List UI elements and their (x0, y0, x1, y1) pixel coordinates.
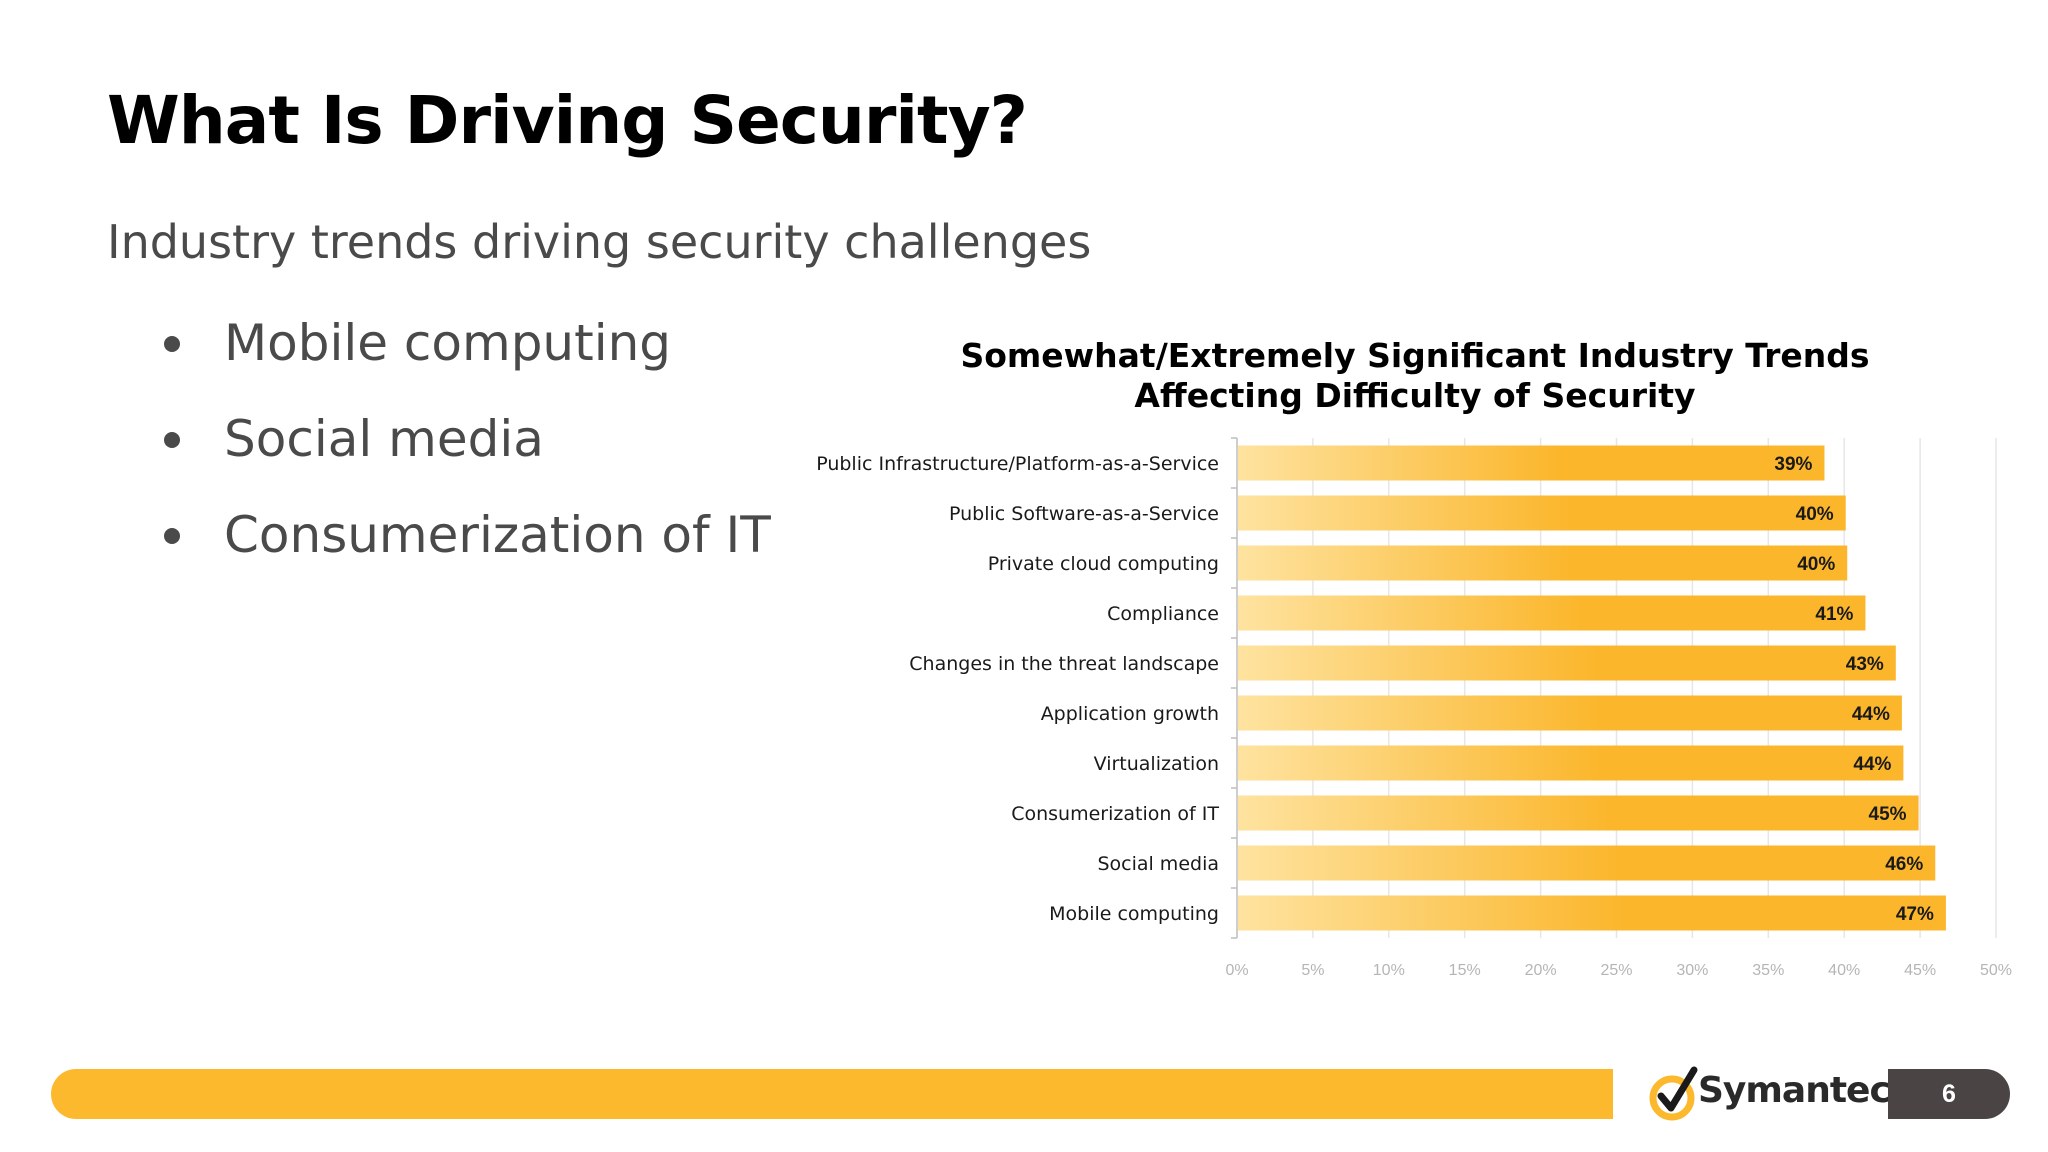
category-label: Application growth (1041, 703, 1219, 725)
category-label: Virtualization (1094, 753, 1219, 775)
page-number: 6 (1888, 1069, 2010, 1119)
chart-title-line: Affecting Difficulty of Security (1134, 376, 1696, 415)
bar-data-label: 44% (1852, 704, 1890, 725)
bar (1238, 795, 1919, 831)
bar-data-label: 47% (1896, 904, 1934, 925)
bar-data-label: 40% (1797, 554, 1835, 575)
category-label: Changes in the threat landscape (909, 653, 1219, 675)
logo-wordmark: Symantec (1698, 1070, 1891, 1111)
slide-subtitle: Industry trends driving security challen… (107, 215, 1092, 269)
category-label: Public Software-as-a-Service (949, 503, 1219, 525)
checkmark-logo-icon (1649, 1066, 1698, 1121)
category-label: Compliance (1107, 603, 1219, 625)
bar (1238, 695, 1902, 731)
x-tick-label: 0% (1225, 962, 1248, 979)
bar (1238, 545, 1848, 581)
bullet-dot-icon (164, 432, 180, 448)
bullet-item: Social media (160, 396, 771, 492)
x-tick-label: 40% (1828, 962, 1860, 979)
bar-data-label: 46% (1885, 854, 1923, 875)
x-tick-label: 5% (1301, 962, 1324, 979)
category-label: Private cloud computing (988, 553, 1219, 575)
bar (1238, 445, 1825, 481)
x-tick-label: 20% (1525, 962, 1557, 979)
x-tick-label: 25% (1600, 962, 1632, 979)
x-tick-label: 45% (1904, 962, 1936, 979)
chart-category-labels: Public Infrastructure/Platform-as-a-Serv… (816, 453, 1219, 925)
bar-data-label: 44% (1853, 754, 1891, 775)
bar (1238, 895, 1946, 931)
bar-chart: 39% 40% 40% 41% 43% 44% 44% 45% 46% 47% Public In… (816, 437, 2012, 979)
bar (1238, 845, 1936, 881)
bullet-text: Mobile computing (224, 314, 672, 372)
bullet-item: Consumerization of IT (160, 492, 771, 588)
category-label: Social media (1097, 853, 1219, 875)
bullet-text: Consumerization of IT (224, 506, 771, 564)
category-label: Consumerization of IT (1011, 803, 1219, 825)
bar (1238, 495, 1846, 531)
chart-x-tick-labels: 0% 5% 10% 15% 20% 25% 30% 35% 40% 45% 50% (1225, 962, 2012, 979)
chart-title: Somewhat/Extremely Significant Industry … (880, 336, 1950, 416)
footer-bar (51, 1069, 1613, 1119)
bar (1238, 645, 1896, 681)
chart-title-line: Somewhat/Extremely Significant Industry … (960, 336, 1870, 375)
category-label: Public Infrastructure/Platform-as-a-Serv… (816, 453, 1219, 475)
category-label: Mobile computing (1049, 903, 1219, 925)
bar-data-label: 43% (1846, 654, 1884, 675)
bar-data-label: 39% (1774, 454, 1812, 475)
bar (1238, 595, 1866, 631)
x-tick-label: 50% (1980, 962, 2012, 979)
symantec-logo: Symantec (1648, 1060, 1891, 1130)
bullet-text: Social media (224, 410, 544, 468)
slide-title: What Is Driving Security? (107, 82, 1028, 159)
x-tick-label: 15% (1449, 962, 1481, 979)
x-tick-label: 30% (1676, 962, 1708, 979)
bar-data-label: 45% (1869, 804, 1907, 825)
bar-data-label: 41% (1815, 604, 1853, 625)
chart-bars: 39% 40% 40% 41% 43% 44% 44% 45% 46% 47% (1238, 445, 1946, 931)
bar (1238, 745, 1904, 781)
x-tick-label: 10% (1373, 962, 1405, 979)
bullet-dot-icon (164, 528, 180, 544)
bullet-list: Mobile computing Social media Consumeriz… (160, 300, 771, 588)
bullet-dot-icon (164, 336, 180, 352)
bar-data-label: 40% (1796, 504, 1834, 525)
x-tick-label: 35% (1752, 962, 1784, 979)
bullet-item: Mobile computing (160, 300, 771, 396)
